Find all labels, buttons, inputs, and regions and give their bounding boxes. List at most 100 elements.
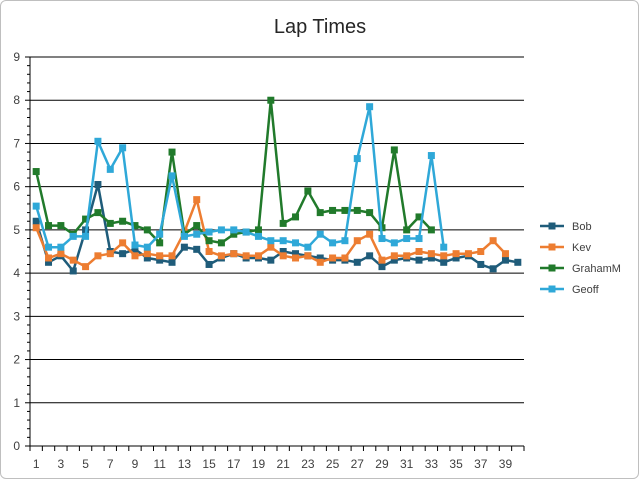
data-point (32, 217, 40, 225)
legend-marker (548, 222, 556, 230)
data-point (292, 239, 300, 247)
data-point (32, 168, 40, 176)
data-point (316, 230, 324, 238)
data-point (94, 137, 102, 145)
data-point (378, 256, 386, 264)
data-point (45, 258, 53, 266)
data-point (168, 172, 176, 180)
data-point (131, 222, 139, 230)
data-point (267, 256, 275, 264)
data-point (45, 254, 53, 262)
x-tick-label: 9 (132, 457, 139, 471)
legend-item-kev: Kev (540, 242, 591, 254)
data-point (427, 254, 435, 262)
data-point (119, 239, 127, 247)
data-point (69, 267, 77, 275)
data-point (316, 209, 324, 217)
data-point (267, 96, 275, 104)
gridlines (30, 56, 524, 404)
data-point (390, 146, 398, 154)
x-tick-label: 15 (202, 457, 216, 471)
data-point (415, 213, 423, 221)
data-point (242, 252, 250, 260)
data-point (168, 258, 176, 266)
data-point (279, 248, 287, 255)
data-point (489, 265, 497, 273)
data-point (366, 103, 374, 111)
x-tick-label: 21 (276, 457, 290, 471)
data-point (57, 222, 65, 230)
x-tick-label: 1 (33, 457, 40, 471)
data-point (193, 222, 201, 230)
data-point (131, 245, 139, 253)
x-tick-label: 31 (400, 457, 414, 471)
data-point (304, 187, 312, 195)
data-point (440, 258, 448, 266)
legend-item-bob: Bob (540, 221, 592, 233)
data-point (489, 237, 497, 245)
x-tick-label: 23 (301, 457, 315, 471)
data-point (378, 263, 386, 271)
data-point (156, 252, 164, 260)
x-tick-label: 29 (375, 457, 389, 471)
data-point (267, 237, 275, 245)
data-point (440, 243, 448, 251)
data-point (82, 263, 90, 271)
data-point (242, 228, 250, 236)
data-point (477, 260, 485, 268)
data-point (106, 250, 114, 258)
x-tick-label: 37 (474, 457, 488, 471)
data-point (69, 256, 77, 264)
data-point (168, 252, 176, 260)
data-point (193, 230, 201, 238)
data-point (452, 254, 460, 262)
x-tick-label: 7 (107, 457, 114, 471)
data-point (279, 237, 287, 245)
data-point (131, 241, 139, 249)
data-point (353, 258, 361, 266)
data-point (254, 252, 262, 260)
data-point (304, 252, 312, 260)
data-point (390, 256, 398, 264)
data-point (292, 213, 300, 221)
data-point (415, 248, 423, 255)
data-point (106, 165, 114, 173)
data-point (341, 254, 349, 262)
data-point (452, 250, 460, 258)
legend-item-grahamm: GrahamM (540, 263, 621, 275)
data-point (390, 252, 398, 260)
series-geoff (32, 103, 448, 251)
data-point (45, 222, 53, 230)
x-tick-label: 5 (82, 457, 89, 471)
data-point (57, 243, 65, 251)
data-point (267, 243, 275, 251)
data-point (353, 155, 361, 163)
data-point (94, 252, 102, 260)
series-bob (32, 181, 522, 275)
legend-label: GrahamM (572, 263, 621, 275)
data-point (440, 252, 448, 260)
legend-label: Kev (572, 242, 591, 254)
data-point (254, 232, 262, 240)
data-point (217, 239, 225, 247)
data-point (230, 226, 238, 234)
data-point (205, 237, 213, 245)
x-tick-label: 13 (178, 457, 192, 471)
data-point (415, 235, 423, 243)
data-point (119, 217, 127, 225)
data-point (32, 202, 40, 210)
data-point (403, 226, 411, 234)
data-point (427, 152, 435, 160)
data-point (292, 254, 300, 262)
legend: Bob Kev GrahamM Geoff (540, 221, 621, 296)
legend-marker (548, 243, 556, 251)
data-point (180, 232, 188, 240)
x-tick-label: 3 (58, 457, 65, 471)
data-point (415, 256, 423, 264)
data-point (353, 206, 361, 214)
y-tick-label: 2 (13, 353, 20, 367)
x-tick-label: 19 (252, 457, 266, 471)
data-point (403, 235, 411, 243)
